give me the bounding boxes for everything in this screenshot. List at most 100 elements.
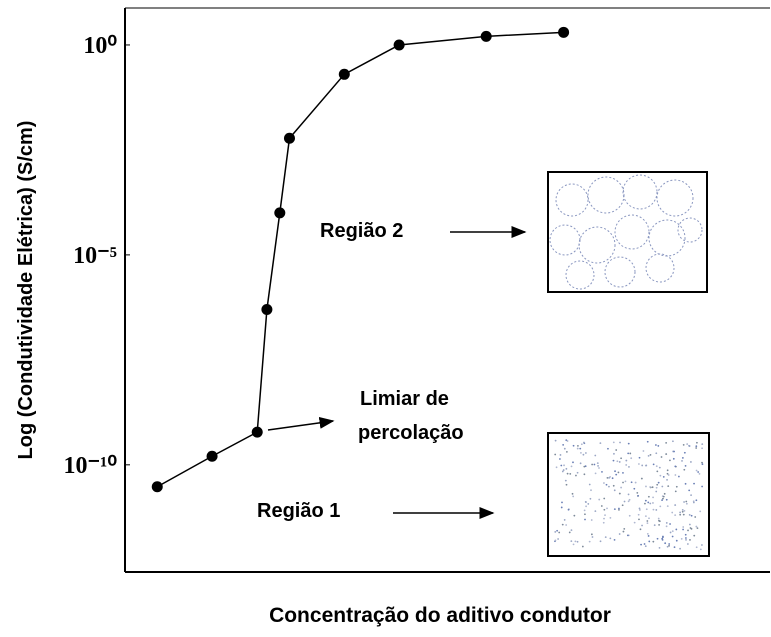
texture-dot <box>565 439 568 442</box>
data-point <box>393 39 405 51</box>
texture-dot <box>701 463 704 466</box>
texture-dot <box>561 501 563 504</box>
texture-dot <box>573 514 576 517</box>
texture-dot <box>694 516 697 518</box>
texture-dot <box>668 544 670 547</box>
texture-dot <box>554 531 557 533</box>
texture-dot <box>583 509 586 512</box>
data-point <box>261 304 273 316</box>
data-point <box>274 207 286 219</box>
texture-dot <box>637 513 640 516</box>
texture-dot <box>604 536 607 538</box>
texture-dot <box>606 507 608 510</box>
texture-dot <box>579 462 582 465</box>
y-tick-label: 10⁰ <box>83 33 117 59</box>
texture-dot <box>566 440 569 442</box>
texture-dot <box>644 499 647 502</box>
texture-dot <box>563 447 566 450</box>
texture-dot <box>671 511 674 514</box>
texture-dot <box>688 523 691 526</box>
texture-dot <box>646 522 649 525</box>
texture-dot <box>696 441 698 444</box>
data-point <box>558 26 570 38</box>
texture-dot <box>652 496 654 499</box>
texture-dot <box>577 444 579 447</box>
texture-dot <box>569 472 572 475</box>
texture-dot <box>665 498 668 501</box>
texture-dot <box>646 520 649 522</box>
texture-dot <box>653 524 656 527</box>
texture-dot <box>627 493 630 496</box>
texture-dot <box>669 523 671 525</box>
texture-dot <box>627 500 630 503</box>
texture-dot <box>584 452 587 454</box>
texture-dot <box>640 477 643 480</box>
texture-dot <box>701 447 703 450</box>
texture-dot <box>624 480 627 483</box>
annotation: Limiar de <box>360 388 449 410</box>
texture-dot <box>674 504 677 506</box>
texture-dot <box>655 509 658 511</box>
texture-dot <box>685 538 687 541</box>
texture-dot <box>667 485 670 488</box>
texture-dot <box>666 472 669 475</box>
texture-dot <box>563 464 565 467</box>
texture-dot <box>680 537 683 540</box>
texture-dot <box>696 527 699 530</box>
texture-dot <box>647 501 650 504</box>
texture-dot <box>695 499 698 502</box>
texture-dot <box>652 463 655 466</box>
texture-dot <box>665 525 668 528</box>
texture-dot <box>644 502 646 505</box>
texture-dot <box>644 545 647 548</box>
texture-dot <box>646 532 649 535</box>
texture-dot <box>656 483 659 486</box>
texture-dot <box>617 471 620 474</box>
texture-cell <box>604 256 636 288</box>
texture-dot <box>583 473 586 476</box>
texture-dot <box>603 497 606 500</box>
y-tick-label: 10⁻¹⁰ <box>64 453 118 479</box>
data-point <box>338 68 350 80</box>
texture-dot <box>613 452 615 455</box>
texture-dot <box>679 513 682 516</box>
texture-dot <box>686 443 689 445</box>
texture-dot <box>633 487 636 490</box>
texture-dot <box>686 543 689 545</box>
texture-dot <box>645 464 648 467</box>
texture-dot <box>591 536 594 538</box>
texture-dot <box>570 540 573 542</box>
texture-dot <box>669 531 672 534</box>
texture-dot <box>581 545 584 548</box>
texture-dot <box>621 504 624 507</box>
texture-dot <box>590 519 593 521</box>
texture-dot <box>565 524 568 526</box>
texture-cell <box>656 179 694 217</box>
texture-dot <box>675 485 678 488</box>
texture-dot <box>568 531 571 534</box>
texture-dot <box>598 467 600 469</box>
texture-dot <box>646 440 649 443</box>
texture-dot <box>641 524 643 527</box>
texture-dot <box>618 461 621 463</box>
texture-dot <box>589 497 592 500</box>
texture-dot <box>687 529 689 532</box>
texture-dot <box>647 495 650 498</box>
texture-dot <box>647 535 650 537</box>
texture-dot <box>649 453 652 456</box>
texture-dot <box>603 482 605 484</box>
texture-dot <box>679 547 681 550</box>
texture-dot <box>682 443 685 446</box>
texture-dot <box>596 462 599 465</box>
texture-dot <box>622 471 624 474</box>
texture-dot <box>647 454 650 457</box>
texture-dot <box>690 494 692 496</box>
texture-dot <box>675 528 678 531</box>
texture-dot <box>678 475 680 478</box>
texture-dot <box>584 513 586 516</box>
texture-dot <box>609 537 612 540</box>
texture-dot <box>622 481 624 484</box>
texture-dot <box>560 506 563 509</box>
texture-dot <box>683 451 686 454</box>
texture-dot <box>555 466 558 469</box>
